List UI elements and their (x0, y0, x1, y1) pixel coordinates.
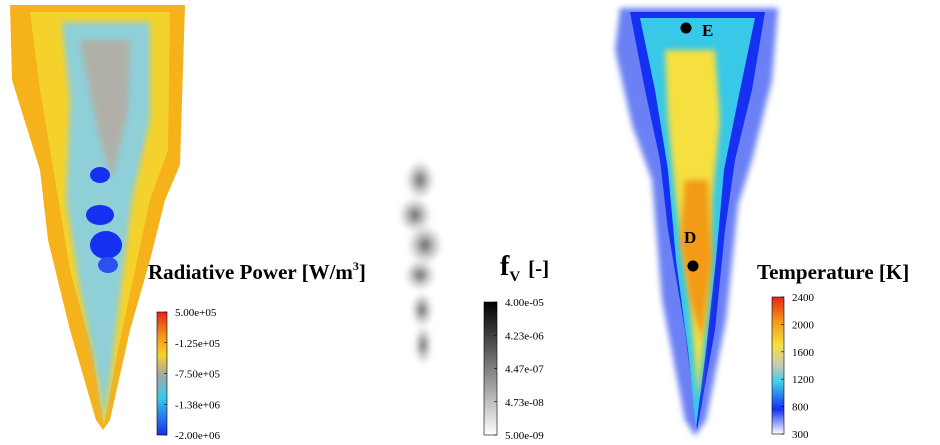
tick-label: 5.00e-09 (505, 430, 544, 442)
colorbar-ticks: 5.00e+05 -1.25e+05 -7.50e+05 -1.38e+06 -2.00… (164, 292, 815, 442)
temperature-field (615, 8, 778, 436)
title-text: f (500, 251, 510, 282)
title-superscript: 3 (353, 259, 359, 273)
tick-label: -7.50e+05 (175, 369, 220, 381)
tick-label: 2400 (792, 292, 815, 304)
tick-label: 1600 (792, 347, 815, 359)
point-label: E (702, 21, 713, 40)
tick-label: 800 (792, 402, 809, 414)
title-subscript: V (509, 269, 520, 285)
title-text: [-] (528, 256, 549, 280)
tick-label: 2000 (792, 319, 815, 331)
tick-label: 5.00e+05 (175, 307, 217, 319)
colorbar (771, 296, 785, 435)
tick-label: 4.73e-08 (505, 397, 544, 409)
point-marker (680, 22, 692, 34)
colorbar-title: Temperature [K] (757, 260, 909, 284)
tick-label: 300 (792, 429, 809, 441)
tick-label: -2.00e+06 (175, 430, 220, 442)
title-text: Radiative Power [W/m (148, 260, 353, 284)
tick-label: 1200 (792, 374, 815, 386)
tick-label: 4.00e-05 (505, 297, 544, 309)
tick-label: 4.47e-07 (505, 364, 544, 376)
colorbar-title: Radiative Power [W/m3] (148, 259, 366, 284)
soot-field (400, 162, 441, 363)
tick-label: 4.23e-06 (505, 330, 544, 342)
point-label: D (684, 228, 696, 247)
title-text: ] (359, 260, 366, 284)
tick-label: -1.38e+06 (175, 399, 220, 411)
radiative-power-field (10, 5, 185, 430)
point-marker (687, 260, 699, 272)
colorbar-title: fV [-] (500, 251, 549, 285)
tick-label: -1.25e+05 (175, 338, 220, 350)
